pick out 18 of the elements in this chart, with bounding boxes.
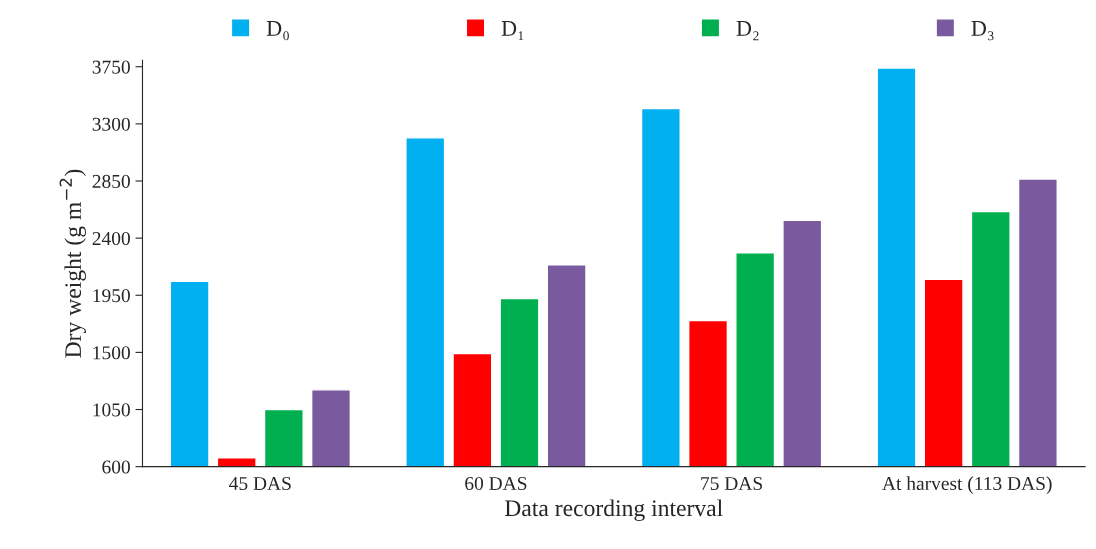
y-tick-label: 3750 <box>92 60 130 74</box>
y-tick-label: 1500 <box>93 346 130 360</box>
legend-label: D₃ <box>971 21 994 41</box>
legend-label: D₂ <box>736 21 759 41</box>
y-tick-label: 1050 <box>93 403 130 417</box>
y-tick-label: 2400 <box>92 231 130 246</box>
x-tick-label: 75 DAS <box>701 476 762 491</box>
x-tick-label: 60 DAS <box>465 476 527 491</box>
y-tick-label: 3300 <box>92 117 130 131</box>
x-tick-label: At harvest (113 DAS) <box>882 476 1052 495</box>
y-tick-label: 1950 <box>93 289 130 303</box>
legend-label: D₁ <box>501 21 524 41</box>
legend-label: D₀ <box>266 21 289 41</box>
x-axis-title: Data recording interval <box>504 499 723 522</box>
y-axis-title: Dry weight (g m$^{−2}$) <box>59 169 86 358</box>
y-tick-label: 2850 <box>92 174 130 188</box>
x-tick-label: 45 DAS <box>229 476 291 491</box>
y-tick-label: 600 <box>102 460 130 474</box>
